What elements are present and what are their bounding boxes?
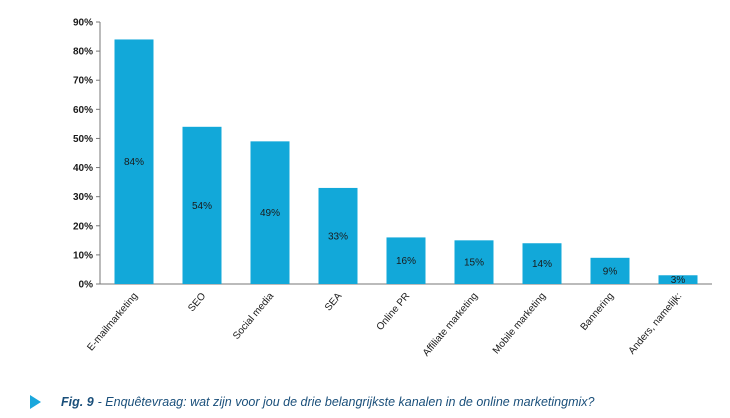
- caption-text: - Enquêtevraag: wat zijn voor jou de dri…: [97, 395, 595, 409]
- x-tick-label: Anders, namelijk:: [627, 291, 685, 357]
- bar-value-label: 14%: [532, 259, 552, 270]
- chart-bars: 84% 54% 49% 33% 16% 15% 14% 9% 3%: [114, 39, 698, 286]
- y-tick-label: 40%: [73, 163, 93, 174]
- bar-value-label: 49%: [260, 208, 280, 219]
- bar-chart: 84% 54% 49% 33% 16% 15% 14% 9% 3% 0% 10% 20% 30% 40%…: [73, 18, 712, 359]
- bar-value-label: 9%: [603, 266, 618, 277]
- y-tick-label: 10%: [73, 250, 93, 261]
- bar-value-label: 54%: [192, 201, 212, 212]
- bar: [250, 141, 290, 284]
- y-tick-label: 30%: [73, 192, 93, 203]
- bar: [114, 39, 154, 284]
- bar: [318, 187, 358, 284]
- bar: [182, 126, 222, 284]
- bar: [454, 240, 494, 284]
- x-tick-labels: E-mailmarketing SEO Social media SEA Online …: [85, 291, 684, 359]
- bar: [658, 275, 698, 284]
- y-tick-label: 70%: [73, 76, 93, 87]
- bar-value-label: 33%: [328, 231, 348, 242]
- bar: [386, 237, 426, 284]
- x-tick-label: Social media: [231, 291, 277, 342]
- x-tick-label: SEA: [323, 291, 345, 314]
- y-tick-label: 90%: [73, 18, 93, 29]
- figure-number: Fig. 9: [61, 395, 94, 409]
- x-tick-label: SEO: [186, 291, 208, 314]
- bar: [522, 243, 562, 284]
- bar: [590, 257, 630, 284]
- y-tick-label: 50%: [73, 134, 93, 145]
- y-tick-labels: 0% 10% 20% 30% 40% 50% 60% 70% 80% 90%: [73, 18, 93, 291]
- bar-value-label: 15%: [464, 258, 484, 269]
- x-tick-label: E-mailmarketing: [85, 291, 140, 353]
- x-tick-label: Affiliate marketing: [421, 291, 480, 359]
- bar-value-label: 16%: [396, 256, 416, 267]
- x-tick-label: Bannering: [579, 291, 617, 333]
- y-tick-label: 60%: [73, 105, 93, 116]
- x-tick-label: Mobile marketing: [491, 291, 548, 356]
- x-tick-label: Online PR: [375, 291, 413, 333]
- figure-caption: Fig. 9 - Enquêtevraag: wat zijn voor jou…: [30, 392, 594, 412]
- y-tick-label: 0%: [79, 280, 94, 291]
- bar-value-label: 84%: [124, 157, 144, 168]
- bar-value-label: 3%: [671, 275, 686, 286]
- y-tick-label: 20%: [73, 221, 93, 232]
- play-icon: [30, 395, 41, 409]
- y-tick-label: 80%: [73, 47, 93, 58]
